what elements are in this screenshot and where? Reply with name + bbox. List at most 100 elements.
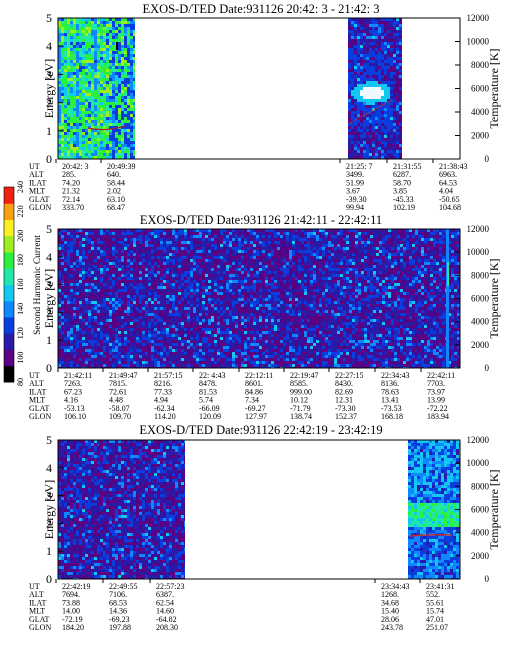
spectrogram-cell (94, 289, 97, 292)
spectrogram-cell (357, 18, 360, 21)
spectrogram-cell (109, 301, 112, 304)
spectrogram-cell (208, 268, 211, 271)
spectrogram-cell (64, 42, 67, 45)
spectrogram-cell (163, 304, 166, 307)
spectrogram-cell (181, 310, 184, 313)
spectrogram-cell (375, 33, 378, 36)
spectrogram-cell (94, 331, 97, 334)
spectrogram-cell (85, 114, 88, 117)
spectrogram-cell (384, 111, 387, 114)
spectrogram-cell (91, 48, 94, 51)
spectrogram-cell (79, 33, 82, 36)
spectrogram-cell (118, 319, 121, 322)
spectrogram-cell (387, 18, 390, 21)
spectrogram-cell (124, 57, 127, 60)
spectrogram-cell (106, 304, 109, 307)
spectrogram-cell (100, 316, 103, 319)
spectrogram-cell (235, 355, 238, 358)
spectrogram-cell (348, 42, 351, 45)
spectrogram-cell (130, 87, 133, 90)
spectrogram-cell (91, 316, 94, 319)
spectrogram-cell (124, 304, 127, 307)
spectrogram-cell (61, 42, 64, 45)
spectrogram-cell (202, 271, 205, 274)
spectrogram-cell (133, 102, 135, 105)
spectrogram-cell (100, 57, 103, 60)
spectrogram-cell (166, 283, 169, 286)
spectrogram-cell (76, 268, 79, 271)
spectrogram-cell (220, 310, 223, 313)
spectrogram-cell (97, 313, 100, 316)
spectrogram-cell (375, 45, 378, 48)
spectrogram-cell (390, 81, 393, 84)
spectrogram-cell (82, 105, 85, 108)
spectrogram-cell (127, 334, 130, 337)
spectrogram-cell (127, 349, 130, 352)
spectrogram-cell (366, 129, 369, 132)
spectrogram-cell (175, 355, 178, 358)
spectrogram-cell (211, 253, 214, 256)
spectrogram-cell (145, 343, 148, 346)
spectrogram-cell (193, 235, 196, 238)
spectrogram-cell (211, 304, 214, 307)
spectrogram-cell (79, 235, 82, 238)
spectrogram-cell (366, 135, 369, 138)
spectrogram-cell (64, 111, 67, 114)
spectrogram-cell (79, 346, 82, 349)
spectrogram-cell (232, 238, 235, 241)
spectrogram-cell (100, 328, 103, 331)
spectrogram-cell (118, 111, 121, 114)
spectrogram-cell (91, 93, 94, 96)
spectrogram-cell (58, 123, 61, 126)
spectrogram-cell (64, 349, 67, 352)
spectrogram-cell (378, 60, 381, 63)
spectrogram-cell (70, 45, 73, 48)
spectrogram-cell (226, 313, 229, 316)
spectrogram-cell (369, 87, 372, 90)
spectrogram-cell (387, 108, 390, 111)
spectrogram-cell (70, 331, 73, 334)
spectrogram-cell (196, 319, 199, 322)
spectrogram-cell (369, 60, 372, 63)
spectrogram-cell (70, 117, 73, 120)
spectrogram-cell (351, 33, 354, 36)
spectrogram-cell (381, 108, 384, 111)
spectrogram-cell (58, 51, 61, 54)
spectrogram-cell (103, 84, 106, 87)
spectrogram-cell (70, 304, 73, 307)
spectrogram-cell (64, 132, 67, 135)
spectrogram-cell (169, 241, 172, 244)
spectrogram-cell (154, 280, 157, 283)
spectrogram-cell (220, 352, 223, 355)
spectrogram-cell (106, 253, 109, 256)
spectrogram-cell (109, 135, 112, 138)
spectrogram-cell (238, 298, 241, 301)
spectrogram-cell (387, 96, 390, 99)
spectrogram-cell (61, 18, 64, 21)
spectrogram-cell (148, 256, 151, 259)
spectrogram-cell (67, 126, 70, 129)
spectrogram-cell (88, 361, 91, 364)
spectrogram-cell (82, 268, 85, 271)
spectrogram-cell (351, 102, 354, 105)
spectrogram-cell (351, 126, 354, 129)
spectrogram-cell (142, 286, 145, 289)
spectrogram-cell (238, 286, 241, 289)
spectrogram-cell (109, 75, 112, 78)
spectrogram-cell (351, 69, 354, 72)
spectrogram-cell (130, 298, 133, 301)
spectrogram-cell (232, 283, 235, 286)
spectrogram-cell (133, 150, 135, 153)
spectrogram-cell (393, 63, 396, 66)
spectrogram-cell (97, 229, 100, 232)
spectrogram-cell (148, 334, 151, 337)
spectrogram-cell (103, 286, 106, 289)
spectrogram-cell (139, 322, 142, 325)
spectrogram-cell (118, 361, 121, 364)
spectrogram-cell (82, 280, 85, 283)
spectrogram-cell (220, 313, 223, 316)
spectrogram-cell (214, 280, 217, 283)
spectrogram-cell (357, 87, 360, 90)
spectrogram-cell (157, 310, 160, 313)
spectrogram-cell (64, 361, 67, 364)
